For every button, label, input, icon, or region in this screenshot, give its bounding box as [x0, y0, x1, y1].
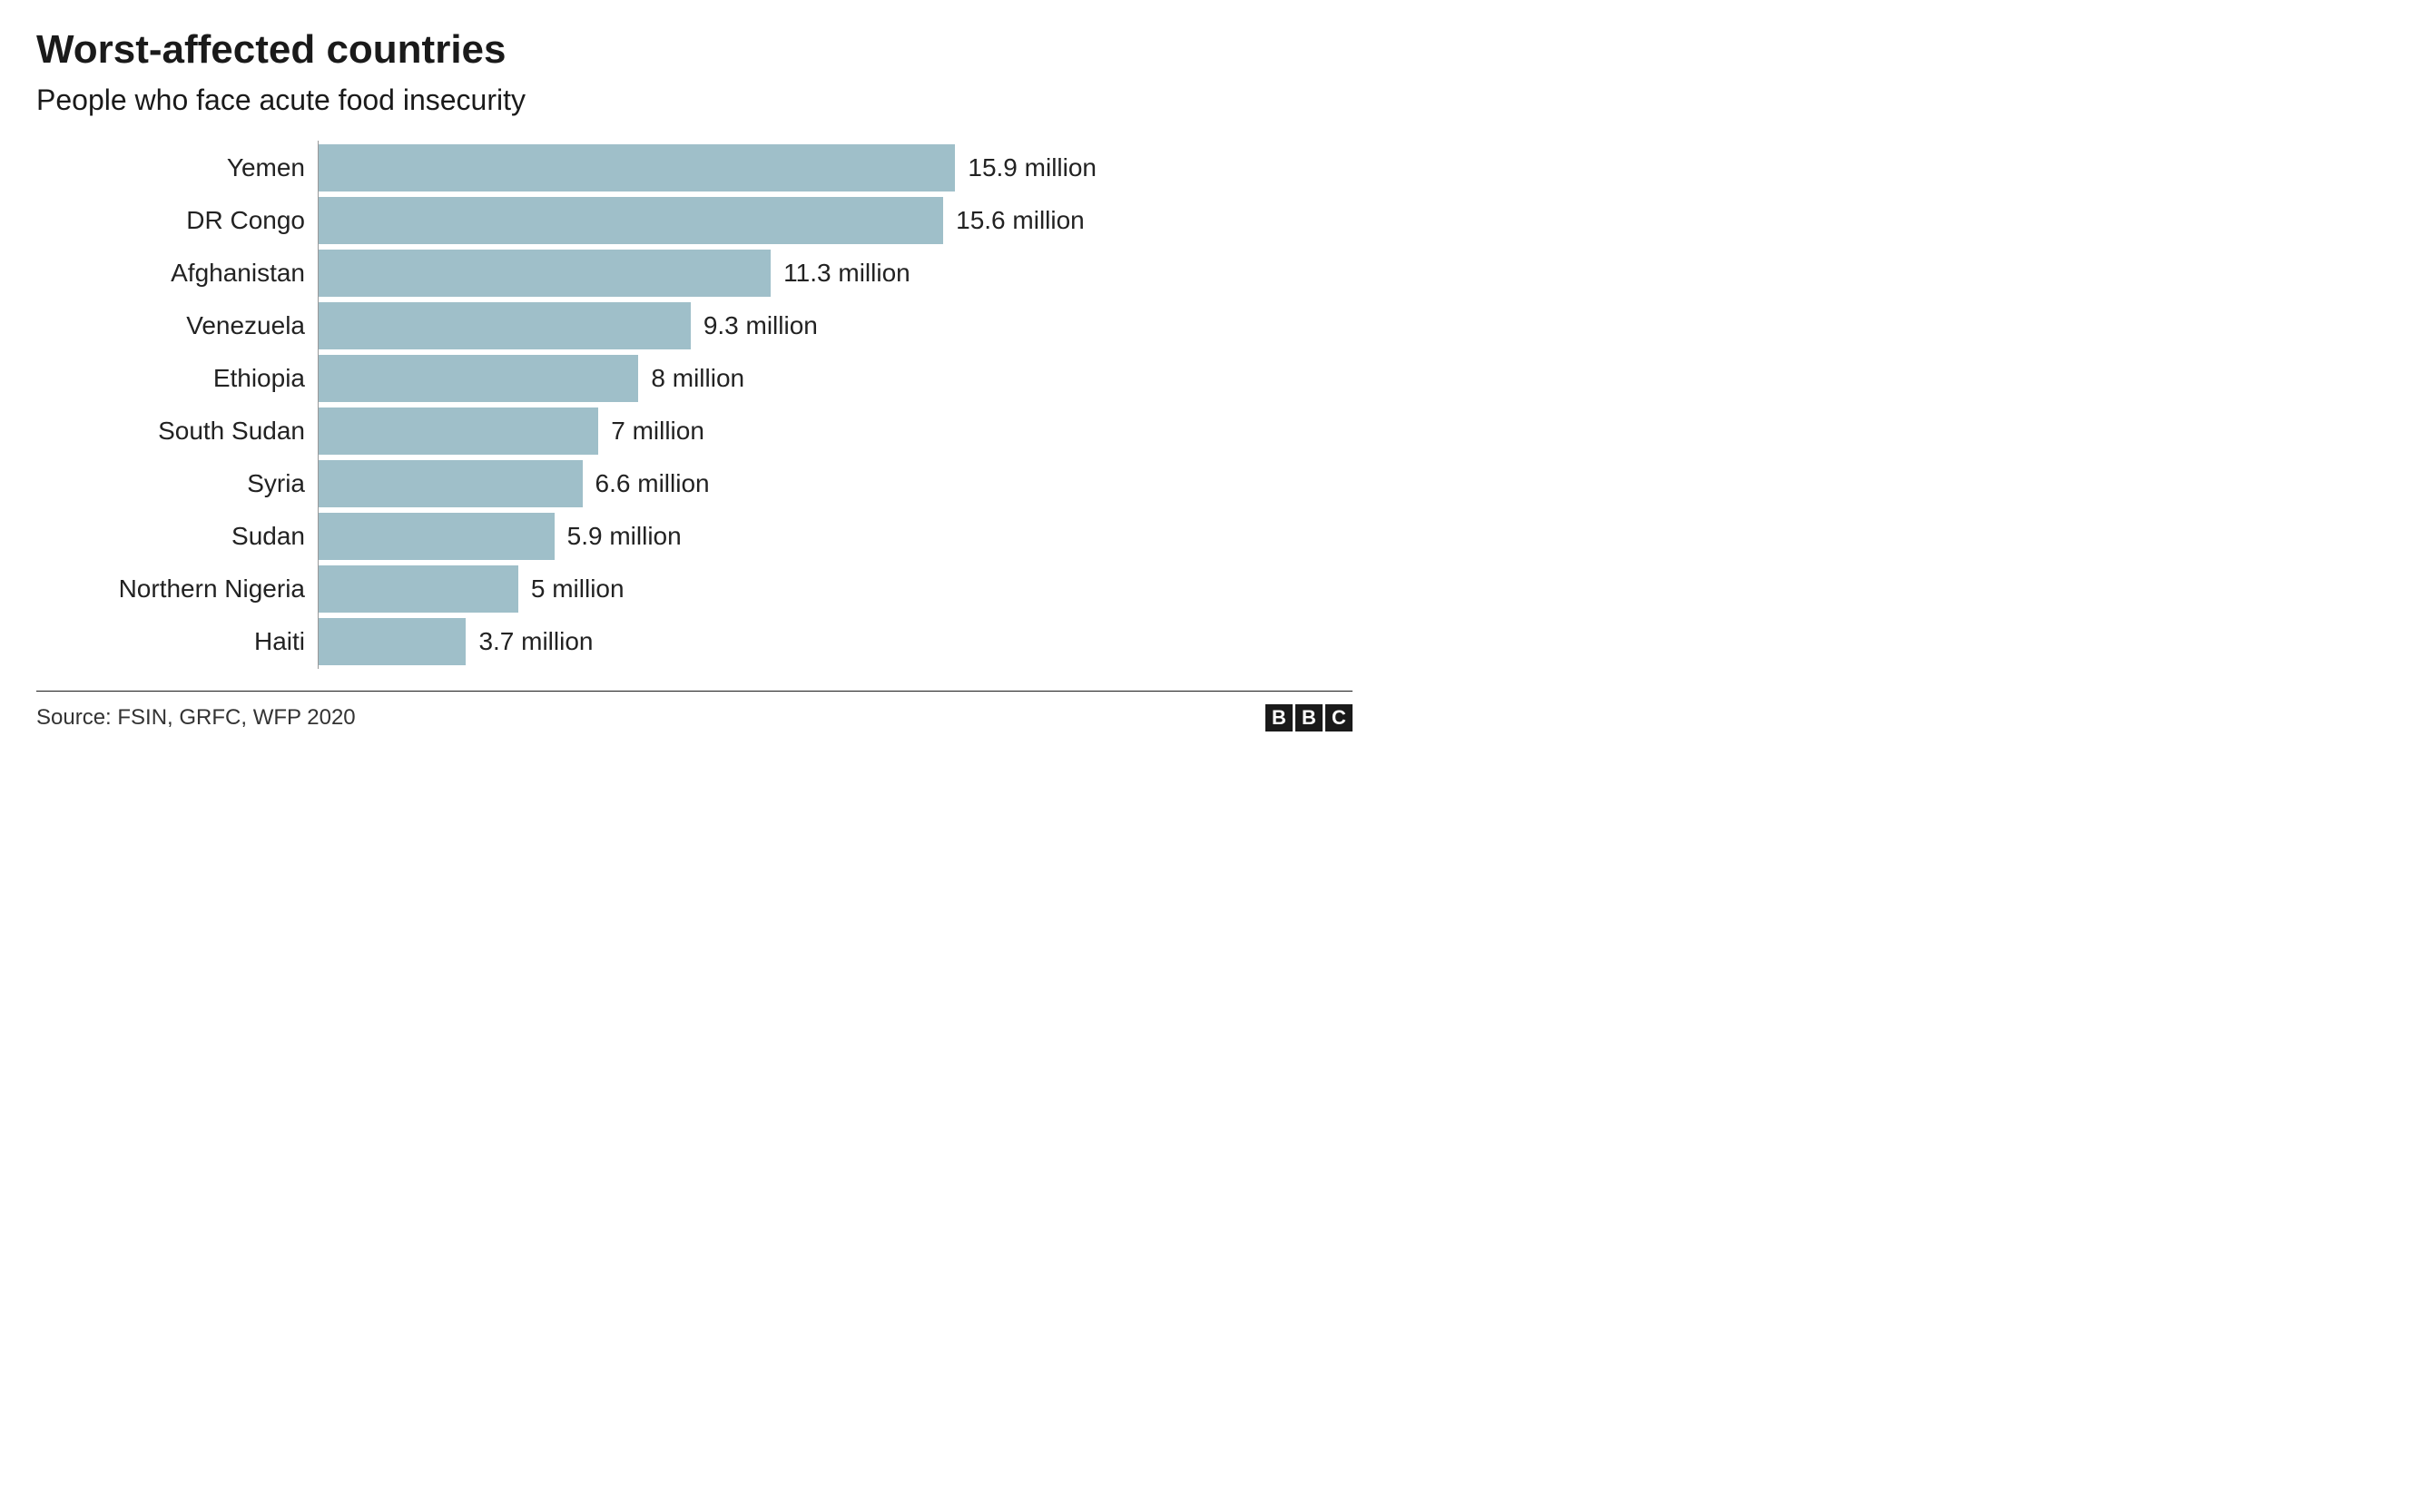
value-label: 3.7 million: [466, 627, 593, 656]
bar-row: DR Congo 15.6 million: [36, 197, 1353, 244]
axis-line: [318, 246, 319, 300]
value-label: 8 million: [638, 364, 744, 393]
axis-line: [318, 193, 319, 248]
source-text: Source: FSIN, GRFC, WFP 2020: [36, 705, 356, 731]
bbc-logo-letter: B: [1295, 704, 1323, 731]
chart-container: Worst-affected countries People who face…: [36, 27, 1353, 731]
bar-row: Ethiopia 8 million: [36, 355, 1353, 402]
bar-row: Sudan 5.9 million: [36, 513, 1353, 560]
value-label: 5 million: [518, 574, 625, 604]
bar-row: Yemen 15.9 million: [36, 144, 1353, 191]
bar-row: South Sudan 7 million: [36, 407, 1353, 455]
bar: [318, 302, 691, 349]
chart-subtitle: People who face acute food insecurity: [36, 83, 1353, 117]
bar: [318, 565, 518, 613]
axis-line: [318, 141, 319, 195]
chart-footer: Source: FSIN, GRFC, WFP 2020 BBC: [36, 691, 1353, 731]
bar-area: 8 million: [318, 355, 1353, 402]
axis-line: [318, 404, 319, 458]
bar: [318, 618, 466, 665]
category-label: Haiti: [36, 627, 318, 656]
value-label: 6.6 million: [583, 469, 710, 498]
axis-line: [318, 351, 319, 406]
bar: [318, 250, 771, 297]
bbc-logo-letter: B: [1265, 704, 1293, 731]
category-label: Northern Nigeria: [36, 574, 318, 604]
bar-row: Afghanistan 11.3 million: [36, 250, 1353, 297]
category-label: DR Congo: [36, 206, 318, 235]
bar-area: 6.6 million: [318, 460, 1353, 507]
category-label: Yemen: [36, 153, 318, 182]
bar: [318, 144, 955, 191]
bar-area: 3.7 million: [318, 618, 1353, 665]
bar-area: 5 million: [318, 565, 1353, 613]
bar-row: Haiti 3.7 million: [36, 618, 1353, 665]
axis-line: [318, 457, 319, 511]
value-label: 11.3 million: [771, 259, 910, 288]
axis-line: [318, 562, 319, 616]
bar-area: 15.9 million: [318, 144, 1353, 191]
category-label: South Sudan: [36, 417, 318, 446]
bbc-logo: BBC: [1265, 704, 1353, 731]
category-label: Afghanistan: [36, 259, 318, 288]
bar: [318, 460, 583, 507]
bar-row: Syria 6.6 million: [36, 460, 1353, 507]
bar-area: 7 million: [318, 407, 1353, 455]
chart-title: Worst-affected countries: [36, 27, 1353, 73]
bar-area: 15.6 million: [318, 197, 1353, 244]
bbc-logo-letter: C: [1325, 704, 1353, 731]
bar: [318, 197, 943, 244]
bar-area: 9.3 million: [318, 302, 1353, 349]
bar-row: Northern Nigeria 5 million: [36, 565, 1353, 613]
category-label: Venezuela: [36, 311, 318, 340]
axis-line: [318, 509, 319, 564]
bar-area: 11.3 million: [318, 250, 1353, 297]
category-label: Ethiopia: [36, 364, 318, 393]
bar-row: Venezuela 9.3 million: [36, 302, 1353, 349]
value-label: 15.6 million: [943, 206, 1085, 235]
bar-chart: Yemen 15.9 million DR Congo 15.6 million Afg…: [36, 144, 1353, 665]
value-label: 9.3 million: [691, 311, 818, 340]
bar: [318, 355, 638, 402]
value-label: 7 million: [598, 417, 704, 446]
bar: [318, 407, 598, 455]
value-label: 15.9 million: [955, 153, 1097, 182]
bar: [318, 513, 555, 560]
bar-area: 5.9 million: [318, 513, 1353, 560]
axis-line: [318, 614, 319, 669]
category-label: Sudan: [36, 522, 318, 551]
axis-line: [318, 299, 319, 353]
value-label: 5.9 million: [555, 522, 682, 551]
category-label: Syria: [36, 469, 318, 498]
